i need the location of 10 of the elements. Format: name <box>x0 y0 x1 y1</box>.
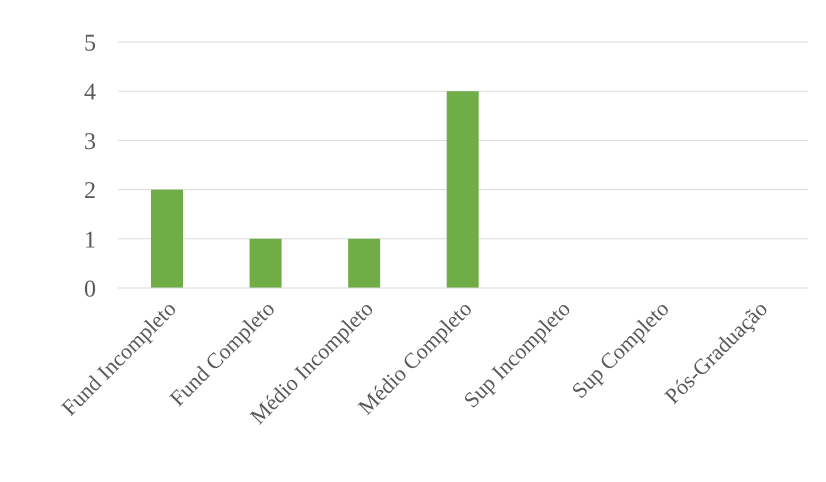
y-tick-label: 3 <box>84 128 96 155</box>
bar <box>250 238 282 288</box>
y-tick-label: 0 <box>84 276 96 303</box>
y-tick-label: 2 <box>84 178 96 204</box>
bar <box>446 91 479 288</box>
bar <box>348 238 380 288</box>
y-tick-label: 1 <box>84 227 96 254</box>
y-tick-label: 5 <box>84 30 96 57</box>
y-tick-label: 4 <box>84 80 96 106</box>
bar <box>151 190 183 288</box>
